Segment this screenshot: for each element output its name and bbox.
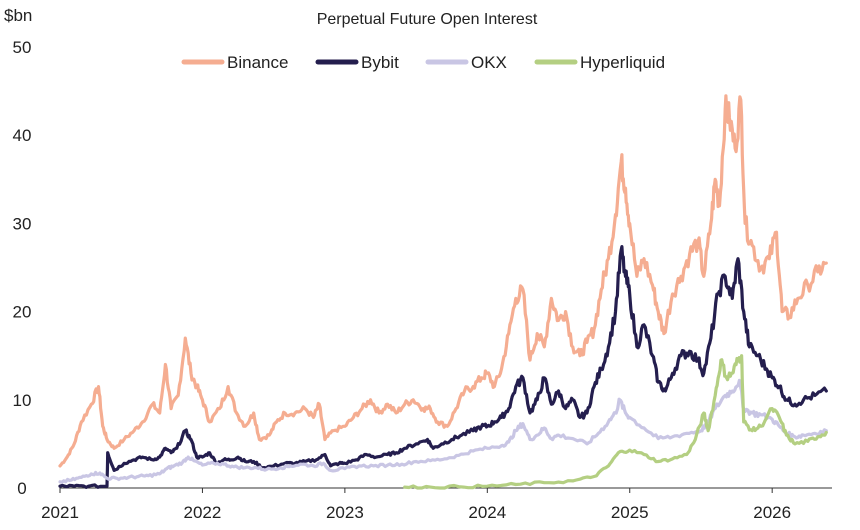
y-tick-label: 10 bbox=[13, 391, 32, 410]
x-axis: 2021 2022 2023 2024 2025 2026 bbox=[41, 487, 832, 522]
legend-label: Bybit bbox=[361, 53, 399, 72]
x-tick-label: 2021 bbox=[41, 503, 79, 522]
x-tick-label: 2026 bbox=[753, 503, 791, 522]
series-layer bbox=[58, 94, 828, 490]
legend-label: OKX bbox=[471, 53, 507, 72]
y-tick-label: 0 bbox=[17, 479, 26, 498]
x-tick-label: 2022 bbox=[184, 503, 222, 522]
series-line-okx bbox=[58, 378, 828, 484]
series-line-binance bbox=[58, 94, 828, 468]
legend-label: Hyperliquid bbox=[580, 53, 665, 72]
y-axis: 0 10 20 30 40 50 bbox=[13, 38, 32, 498]
x-tick-label: 2025 bbox=[611, 503, 649, 522]
y-tick-label: 40 bbox=[13, 126, 32, 145]
legend: Binance Bybit OKX Hyperliquid bbox=[181, 53, 665, 72]
series-line-hyperliquid bbox=[403, 354, 828, 490]
series-line-bybit bbox=[58, 245, 828, 489]
y-unit-label: $bn bbox=[4, 6, 32, 25]
y-tick-label: 20 bbox=[13, 303, 32, 322]
y-tick-label: 30 bbox=[13, 214, 32, 233]
y-tick-label: 50 bbox=[13, 38, 32, 57]
chart-title: Perpetual Future Open Interest bbox=[317, 11, 538, 28]
x-tick-label: 2023 bbox=[326, 503, 364, 522]
legend-label: Binance bbox=[227, 53, 288, 72]
x-tick-label: 2024 bbox=[468, 503, 506, 522]
